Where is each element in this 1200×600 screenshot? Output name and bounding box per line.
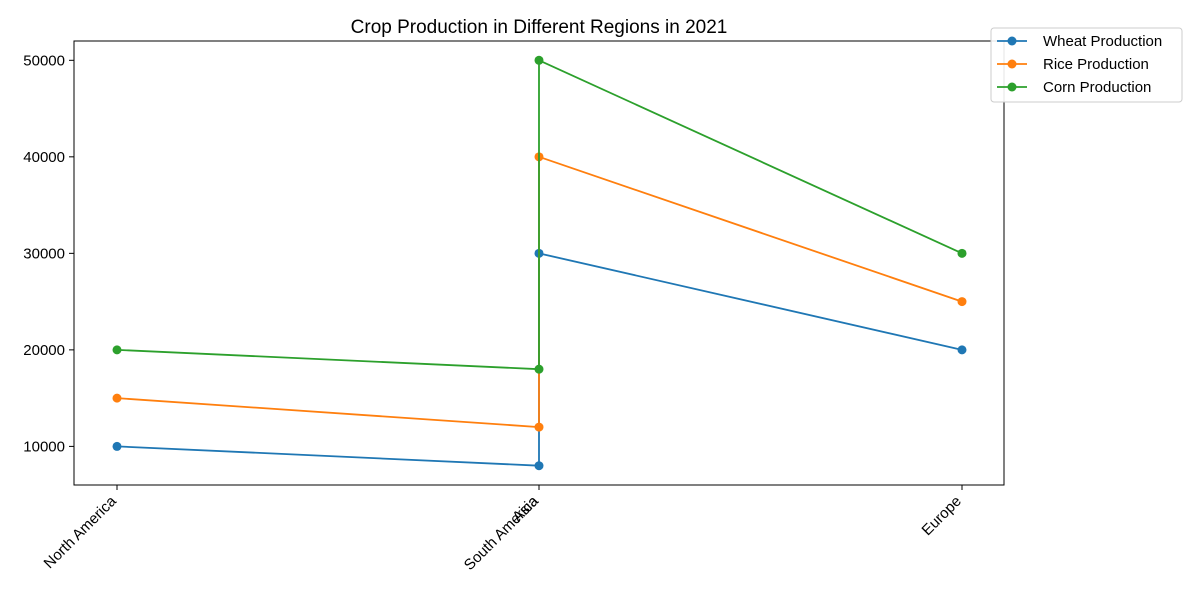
y-axis: 10000 20000 30000 40000 50000 xyxy=(23,52,74,455)
data-point xyxy=(534,422,544,432)
data-point xyxy=(534,364,544,374)
legend-swatch-marker xyxy=(1007,59,1017,69)
x-tick-label: North America xyxy=(41,492,121,572)
chart-title: Crop Production in Different Regions in … xyxy=(351,17,728,38)
data-point xyxy=(534,461,544,471)
legend-label: Wheat Production xyxy=(1043,33,1162,50)
legend-label: Corn Production xyxy=(1043,79,1151,96)
legend: Wheat Production Rice Production Corn Prod… xyxy=(990,27,1183,103)
legend-swatch-marker xyxy=(1007,82,1017,92)
data-point xyxy=(534,55,544,65)
y-tick-label: 50000 xyxy=(23,52,65,69)
y-tick-label: 40000 xyxy=(23,149,65,166)
y-tick-label: 10000 xyxy=(23,438,65,455)
data-point xyxy=(957,297,967,307)
series-layer xyxy=(112,55,967,471)
data-point xyxy=(112,345,122,355)
data-point xyxy=(112,393,122,403)
legend-box xyxy=(990,27,1183,103)
y-tick-label: 20000 xyxy=(23,342,65,359)
data-point xyxy=(957,248,967,258)
x-tick-label: Europe xyxy=(919,493,965,539)
series-line xyxy=(116,59,963,371)
data-point xyxy=(112,441,122,451)
y-tick-label: 30000 xyxy=(23,245,65,262)
data-point xyxy=(957,345,967,355)
legend-swatch-marker xyxy=(1007,36,1017,46)
legend-label: Rice Production xyxy=(1043,56,1149,73)
series-group xyxy=(112,55,967,374)
